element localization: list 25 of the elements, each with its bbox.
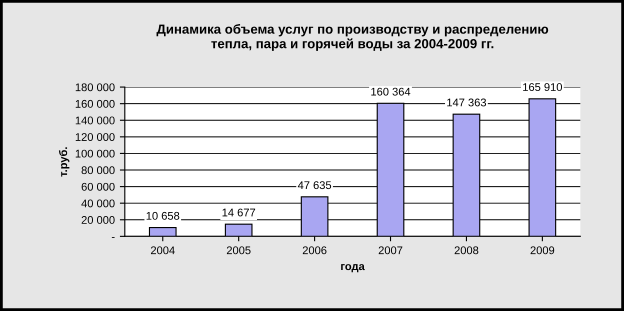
- data-label: 147 363: [447, 98, 486, 106]
- y-tick-label: 120 000: [76, 133, 115, 141]
- x-tick-label: 2004: [150, 246, 175, 254]
- data-label: 160 364: [371, 88, 410, 96]
- data-label: 14 677: [222, 208, 256, 216]
- y-tick-label: 100 000: [76, 150, 115, 158]
- chart-title: Динамика объема услуг по производству и распределению тепла, пара и горячей воды за 2004-2009 гг.: [156, 24, 548, 51]
- y-tick-label: 80 000: [82, 166, 115, 174]
- x-axis-title: года: [341, 264, 365, 272]
- y-tick-label: 160 000: [76, 100, 115, 108]
- y-tick-label: 20 000: [82, 216, 115, 224]
- x-tick-label: 2005: [226, 246, 251, 254]
- data-label: 165 910: [523, 83, 562, 92]
- x-tick-label: 2006: [302, 246, 326, 254]
- x-tick-label: 2008: [454, 246, 478, 254]
- data-label: 10 658: [146, 212, 180, 220]
- y-tick-label: 60 000: [82, 182, 115, 191]
- y-tick-label: -: [112, 237, 115, 238]
- x-tick-label: 2007: [378, 246, 402, 254]
- y-tick-label: 40 000: [81, 199, 115, 208]
- y-axis-title: т.руб.: [58, 147, 70, 177]
- y-tick-label: 180 000: [76, 83, 115, 92]
- y-tick-label: 140 000: [76, 116, 115, 124]
- x-tick-label: 2009: [530, 246, 554, 254]
- data-label: 47 635: [298, 181, 332, 190]
